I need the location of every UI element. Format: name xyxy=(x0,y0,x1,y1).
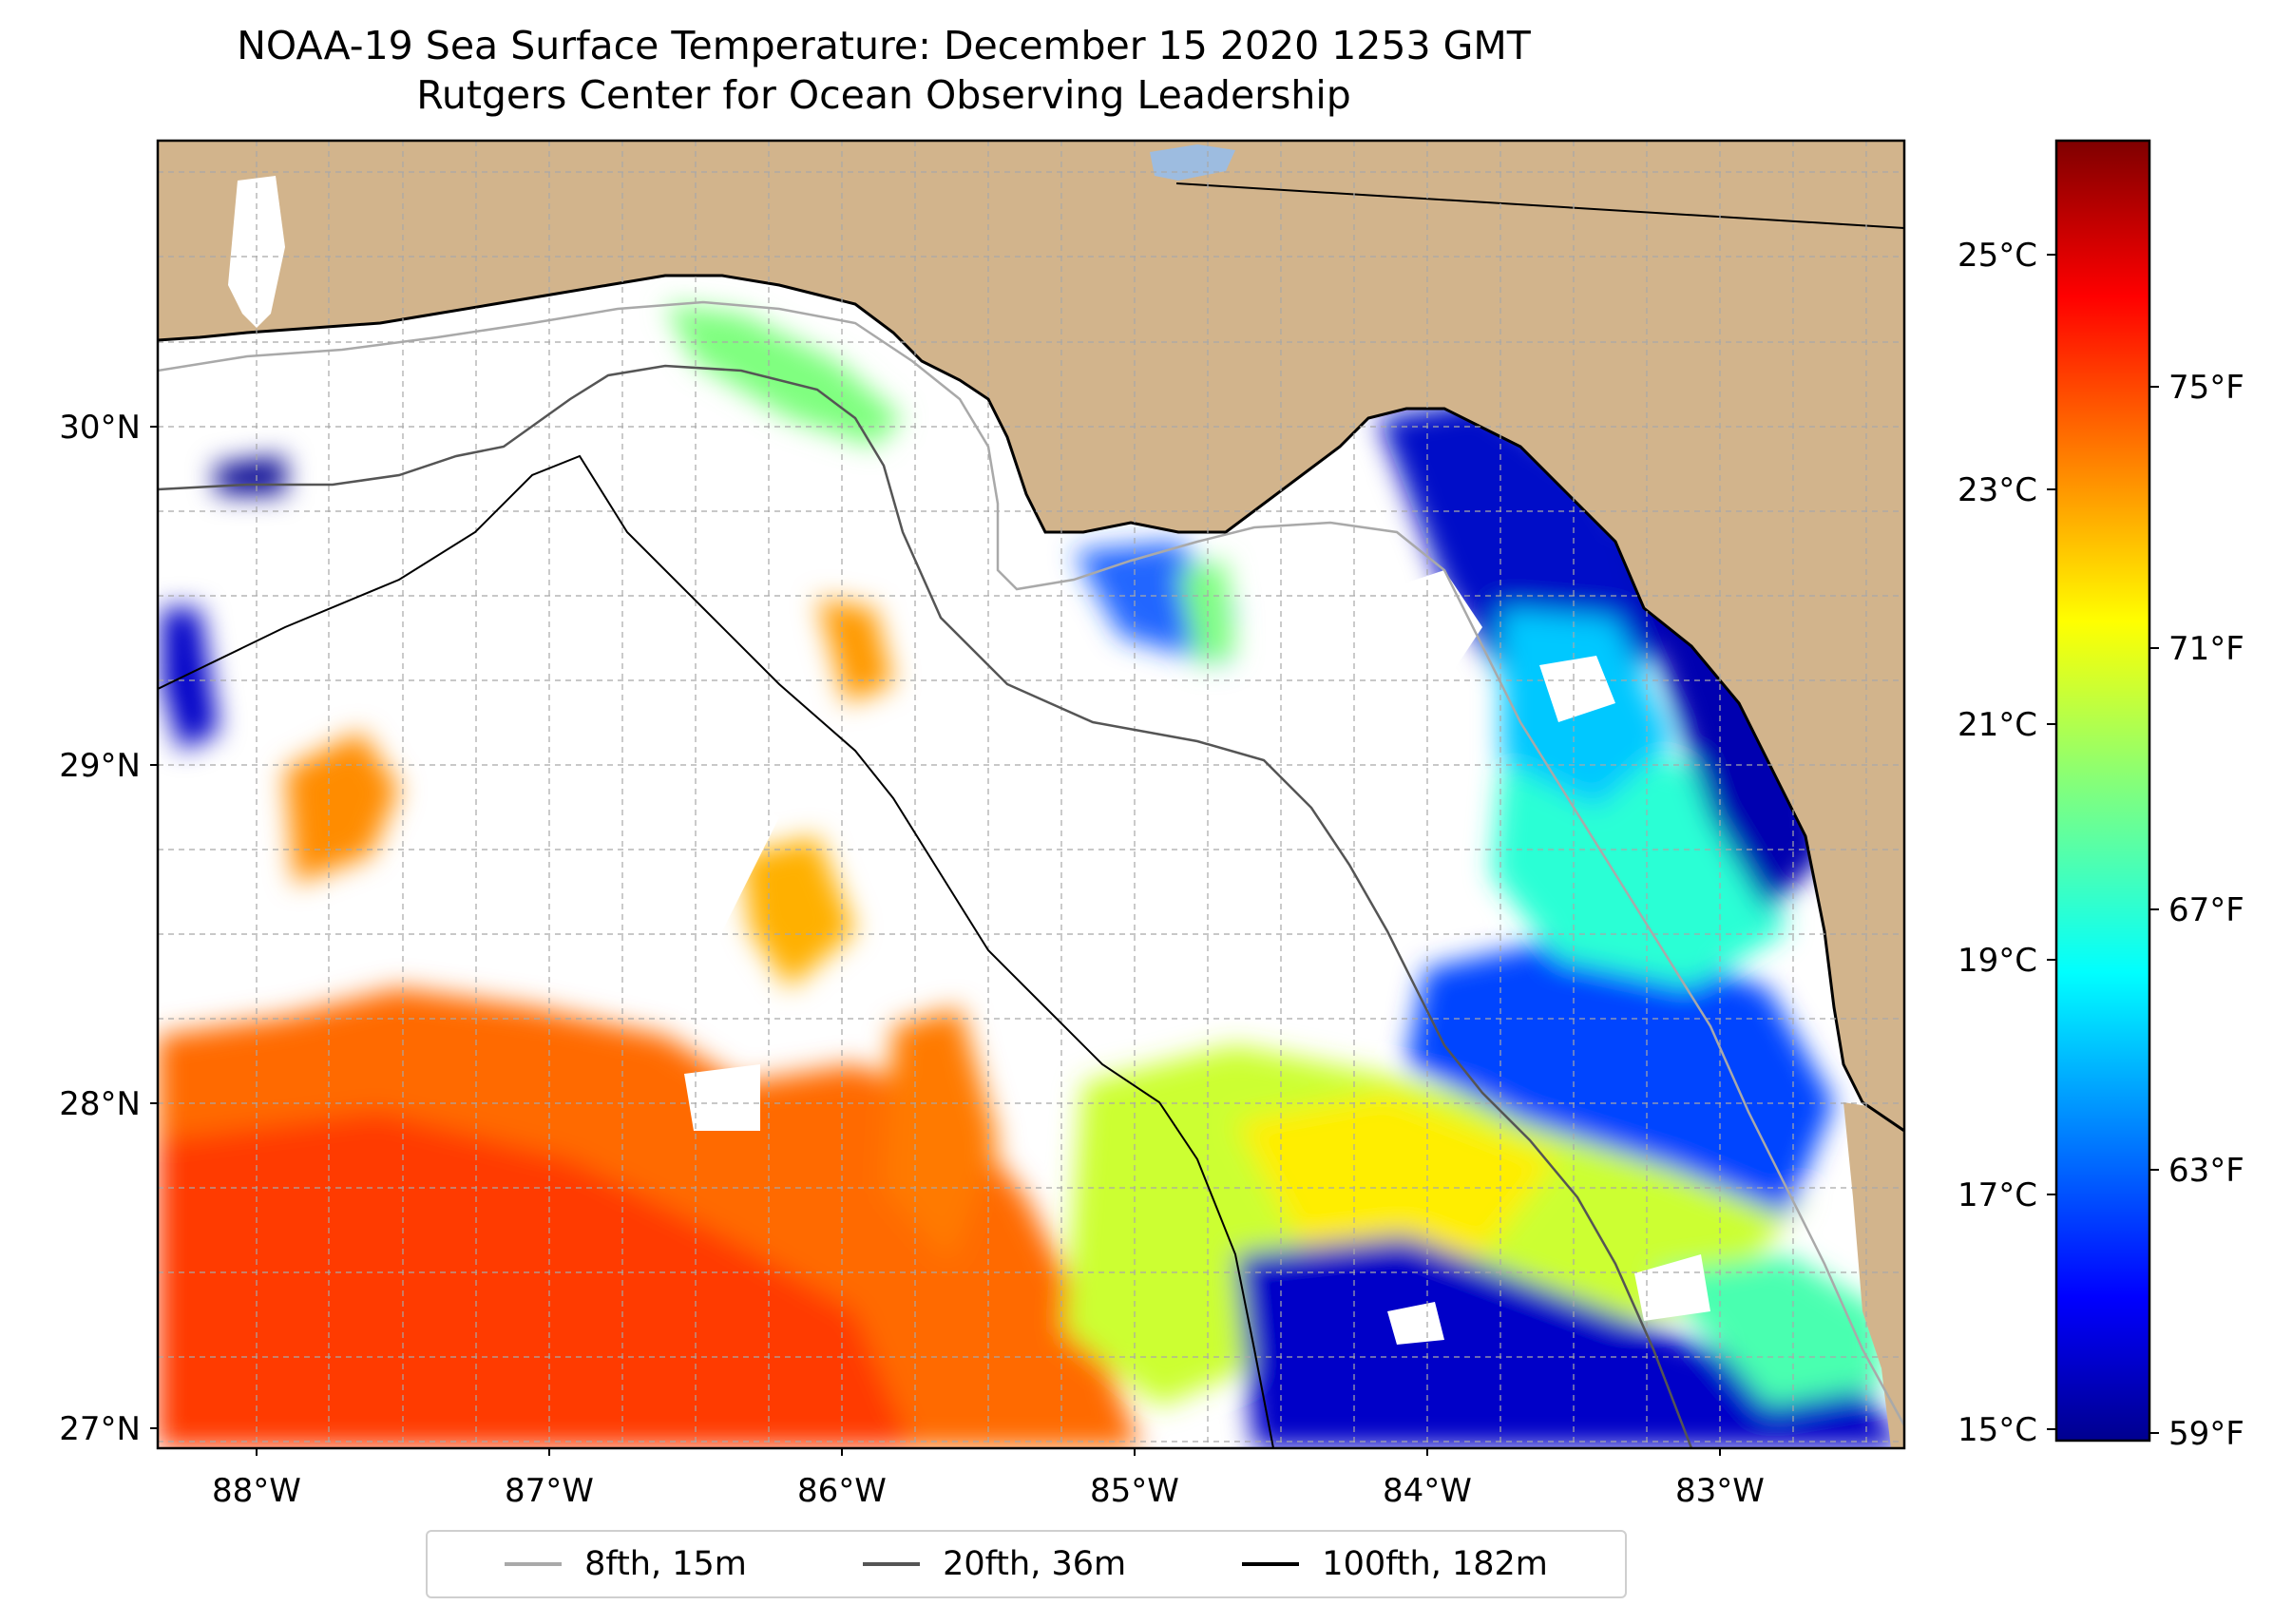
lon-ticks xyxy=(256,1448,1721,1456)
celsius-label: 21°C xyxy=(1958,706,2037,744)
lat-labels: 30°N 29°N 28°N 27°N xyxy=(59,409,141,1448)
lon-label: 83°W xyxy=(1675,1472,1765,1510)
title-line-2: Rutgers Center for Ocean Observing Leade… xyxy=(416,72,1351,118)
celsius-label: 25°C xyxy=(1958,237,2037,275)
legend-item-8fth: 8fth, 15m xyxy=(505,1545,747,1583)
colorbar xyxy=(2054,139,2151,1442)
map-frame xyxy=(156,139,1906,1450)
chart-title: NOAA-19 Sea Surface Temperature: Decembe… xyxy=(0,21,1767,120)
cloud-gaps xyxy=(361,409,1710,1345)
isobath-20fth xyxy=(158,364,1693,1448)
colorbar-celsius-labels: 25°C 23°C 21°C 19°C 17°C 15°C xyxy=(1958,237,2037,1449)
fahrenheit-label: 71°F xyxy=(2168,630,2244,668)
legend-swatch xyxy=(863,1562,921,1566)
legend-swatch xyxy=(1242,1562,1300,1566)
fahrenheit-label: 59°F xyxy=(2168,1415,2244,1453)
colorbar-celsius-ticks xyxy=(2047,254,2056,1430)
legend-label: 8fth, 15m xyxy=(584,1545,747,1583)
celsius-label: 19°C xyxy=(1958,942,2037,980)
map-area xyxy=(158,141,1904,1448)
legend-label: 100fth, 182m xyxy=(1322,1545,1548,1583)
lat-label: 30°N xyxy=(59,409,141,447)
celsius-label: 15°C xyxy=(1958,1411,2037,1449)
isobath-8fth xyxy=(158,300,1904,1426)
title-line-1: NOAA-19 Sea Surface Temperature: Decembe… xyxy=(237,23,1531,68)
fahrenheit-label: 63°F xyxy=(2168,1152,2244,1190)
celsius-label: 23°C xyxy=(1958,471,2037,509)
legend-item-100fth: 100fth, 182m xyxy=(1242,1545,1548,1583)
lon-label: 86°W xyxy=(797,1472,887,1510)
legend-label: 20fth, 36m xyxy=(943,1545,1127,1583)
lat-label: 28°N xyxy=(59,1085,141,1123)
gridlines xyxy=(158,141,1904,1448)
lon-label: 84°W xyxy=(1383,1472,1472,1510)
lon-label: 85°W xyxy=(1090,1472,1179,1510)
legend: 8fth, 15m 20fth, 36m 100fth, 182m xyxy=(426,1530,1627,1598)
fahrenheit-label: 67°F xyxy=(2168,891,2244,929)
fahrenheit-label: 75°F xyxy=(2168,369,2244,407)
legend-item-20fth: 20fth, 36m xyxy=(863,1545,1126,1583)
lat-ticks xyxy=(150,426,158,1429)
lon-label: 87°W xyxy=(505,1472,594,1510)
lat-label: 27°N xyxy=(59,1410,141,1448)
lon-labels: 88°W 87°W 86°W 85°W 84°W 83°W xyxy=(212,1472,1765,1510)
isobath-100fth xyxy=(158,454,1274,1448)
colorbar-fahrenheit-labels: 75°F 71°F 67°F 63°F 59°F xyxy=(2168,369,2244,1453)
celsius-label: 17°C xyxy=(1958,1176,2037,1214)
lon-label: 88°W xyxy=(212,1472,301,1510)
legend-swatch xyxy=(505,1562,563,1566)
colorbar-fahrenheit-ticks xyxy=(2149,386,2159,1434)
lat-label: 29°N xyxy=(59,747,141,785)
